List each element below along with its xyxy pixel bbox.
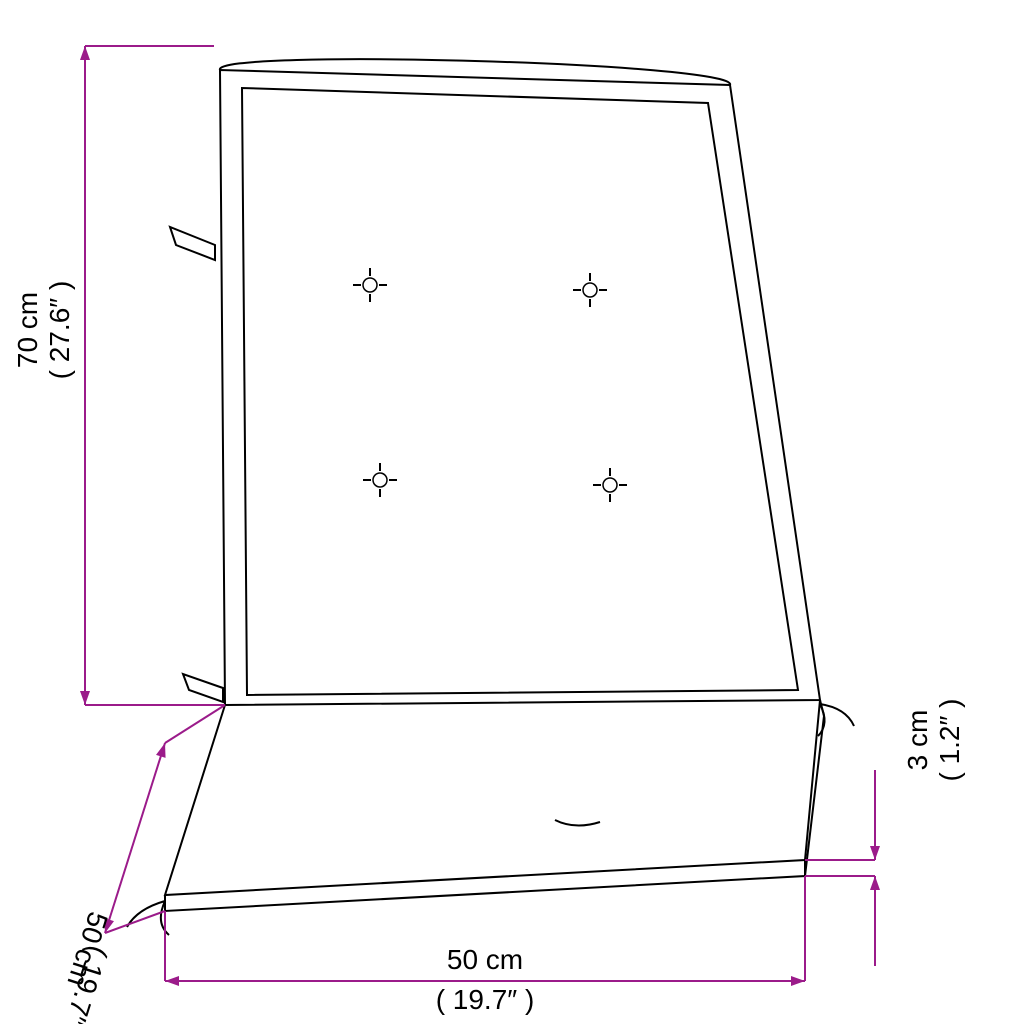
svg-text:70 cm: 70 cm — [12, 292, 43, 368]
svg-text:( 1.2″ ): ( 1.2″ ) — [934, 698, 965, 781]
svg-text:( 19.7″ ): ( 19.7″ ) — [55, 942, 114, 1024]
svg-text:3 cm: 3 cm — [902, 710, 933, 771]
svg-text:( 19.7″ ): ( 19.7″ ) — [436, 984, 535, 1015]
svg-text:( 27.6″ ): ( 27.6″ ) — [44, 281, 75, 380]
svg-text:50 cm: 50 cm — [447, 944, 523, 975]
